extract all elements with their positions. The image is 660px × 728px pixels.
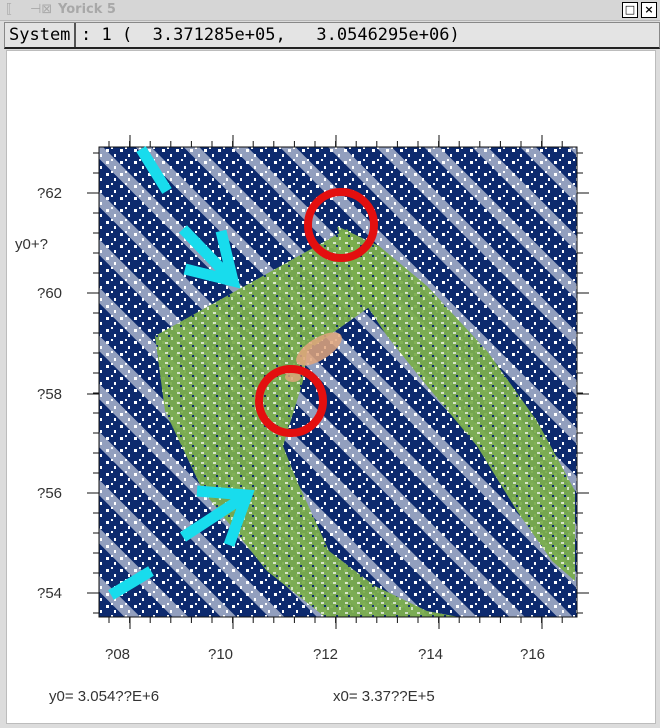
x-tick-label-3: ?12 (313, 646, 338, 663)
y-tick-label-3: ?58 (37, 386, 62, 403)
plot-canvas[interactable]: y0+? ?62 ?60 ?58 ?56 ?54 ?08 ?10 ?12 ?14… (6, 50, 656, 724)
annotation-circle-middle (255, 365, 327, 437)
x-tick-label-1: ?08 (105, 646, 130, 663)
hot-pixels (296, 332, 342, 366)
x-tick-label-4: ?14 (418, 646, 443, 663)
hot-pixels-small (285, 372, 301, 382)
window-title: Yorick 5 (58, 2, 116, 17)
annotation-circle-top (304, 188, 378, 262)
menu-icon[interactable]: ⟦ (6, 2, 13, 17)
annotation-arrows (108, 146, 255, 600)
maximize-icon[interactable]: □ (622, 2, 638, 18)
axis-ticks (87, 135, 589, 629)
arrow-bottom-tail (108, 566, 154, 600)
y-tick-label-4: ?56 (37, 485, 62, 502)
plot-frame (98, 146, 578, 618)
pin-icon[interactable]: ⊣⊠ (30, 2, 53, 17)
arrow-top-head (183, 229, 241, 289)
close-icon[interactable]: × (641, 2, 657, 18)
strip-left (155, 229, 459, 617)
x0-readout: x0= 3.37??E+5 (333, 688, 435, 705)
system-menu[interactable]: System (7, 23, 77, 47)
y-tick-label-5: ?54 (37, 585, 62, 602)
plot-svg: y0+? ?62 ?60 ?58 ?56 ?54 ?08 ?10 ?12 ?14… (15, 135, 589, 705)
x-tick-label-5: ?16 (520, 646, 545, 663)
y-tick-label-2: ?60 (37, 285, 62, 302)
arrow-bottom-head (196, 485, 255, 547)
arrow-top-shaft (179, 225, 237, 285)
x-tick-label-2: ?10 (208, 646, 233, 663)
status-bar: System : 1 ( 3.371285e+05, 3.0546295e+06… (4, 22, 660, 49)
y0-readout: y0= 3.054??E+6 (49, 688, 159, 705)
title-bar: ⟦ ⊣⊠ Yorick 5 □ × (0, 0, 660, 21)
strip-right (337, 226, 575, 581)
image-layer (99, 147, 577, 617)
arrow-bottom-shaft (179, 490, 251, 542)
arrow-top-tail (136, 146, 172, 194)
coordinate-readout: : 1 ( 3.371285e+05, 3.0546295e+06) (81, 25, 460, 45)
y-tick-label-1: ?62 (37, 185, 62, 202)
y-axis-title: y0+? (15, 236, 48, 253)
